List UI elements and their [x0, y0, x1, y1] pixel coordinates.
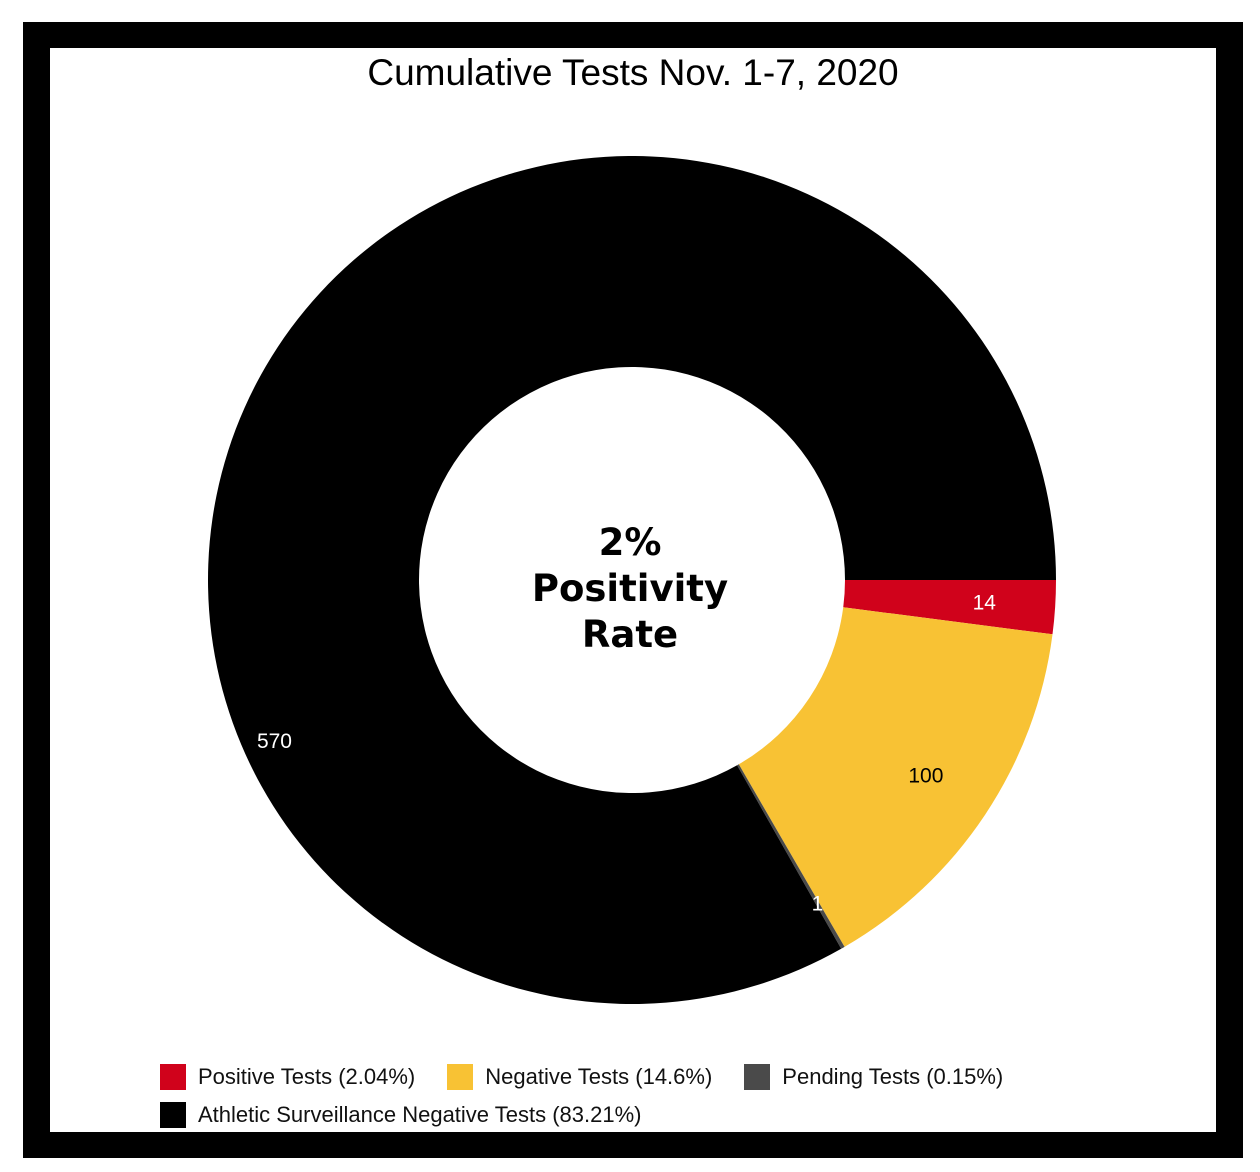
legend-swatch [447, 1064, 474, 1090]
legend-label: Positive Tests (2.04%) [198, 1064, 416, 1089]
legend-swatch [160, 1064, 186, 1090]
legend: Positive Tests (2.04%) Negative Tests (1… [160, 1058, 1160, 1134]
center-label-rate: Rate [581, 613, 679, 656]
chart-title: Cumulative Tests Nov. 1-7, 2020 [367, 52, 899, 93]
legend-swatch [160, 1102, 186, 1128]
legend-label: Athletic Surveillance Negative Tests (83… [198, 1102, 642, 1127]
legend-item-athletic[interactable]: Athletic Surveillance Negative Tests (83… [160, 1102, 641, 1128]
center-percent: 2% [598, 521, 662, 564]
slice-value-label: 14 [973, 592, 997, 615]
donut-slice[interactable] [737, 764, 845, 949]
donut-slice[interactable] [843, 580, 1056, 635]
slice-value-label: 570 [257, 730, 292, 753]
legend-row: Positive Tests (2.04%) Negative Tests (1… [160, 1058, 1160, 1096]
legend-row: Athletic Surveillance Negative Tests (83… [160, 1096, 1160, 1134]
center-label-positivity: Positivity [531, 567, 729, 610]
legend-item-negative[interactable]: Negative Tests (14.6%) [447, 1064, 712, 1090]
legend-item-pending[interactable]: Pending Tests (0.15%) [744, 1064, 1003, 1090]
legend-label: Pending Tests (0.15%) [782, 1064, 1004, 1089]
legend-label: Negative Tests (14.6%) [485, 1064, 713, 1089]
donut-slice[interactable] [207, 156, 1056, 1004]
donut-slice[interactable] [738, 607, 1053, 947]
legend-item-positive[interactable]: Positive Tests (2.04%) [160, 1064, 415, 1090]
slice-value-label: 100 [908, 765, 943, 788]
legend-swatch [744, 1064, 771, 1090]
slice-value-label: 1 [812, 893, 824, 916]
